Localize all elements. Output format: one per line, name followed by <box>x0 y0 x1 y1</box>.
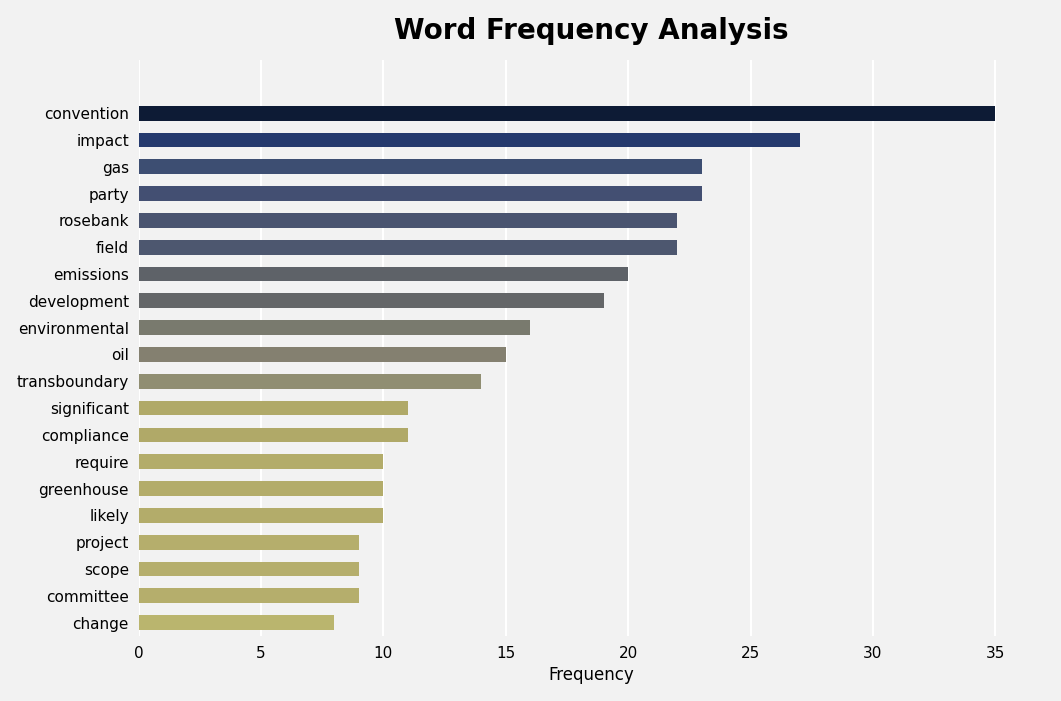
X-axis label: Frequency: Frequency <box>549 667 634 684</box>
Bar <box>139 401 407 416</box>
Bar <box>139 347 506 362</box>
Bar <box>139 132 800 147</box>
Bar <box>139 508 383 523</box>
Bar <box>139 294 604 308</box>
Bar <box>139 562 359 576</box>
Bar <box>139 588 359 603</box>
Bar <box>139 159 701 174</box>
Bar <box>139 186 701 201</box>
Bar <box>139 374 482 388</box>
Bar <box>139 266 628 281</box>
Bar <box>139 428 407 442</box>
Bar <box>139 213 677 228</box>
Bar <box>139 454 383 469</box>
Bar <box>139 320 530 335</box>
Bar <box>139 615 334 630</box>
Bar <box>139 106 995 121</box>
Bar <box>139 240 677 254</box>
Title: Word Frequency Analysis: Word Frequency Analysis <box>395 17 788 45</box>
Bar <box>139 535 359 550</box>
Bar <box>139 481 383 496</box>
